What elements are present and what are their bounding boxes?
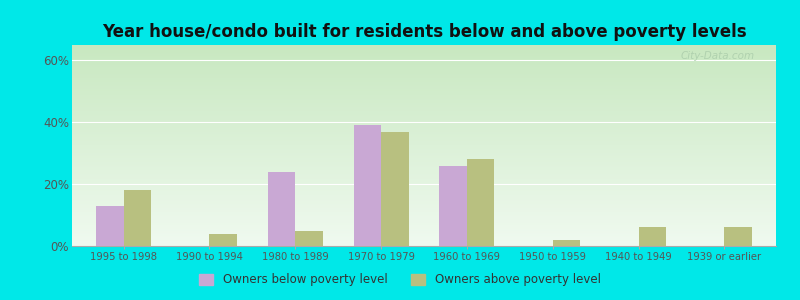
Bar (467, 159, 494, 246)
Bar (354, 125, 381, 246)
Legend: Owners below poverty level, Owners above poverty level: Owners below poverty level, Owners above… (194, 269, 606, 291)
Bar (268, 172, 295, 246)
Bar (638, 227, 666, 246)
Title: Year house/condo built for residents below and above poverty levels: Year house/condo built for residents bel… (102, 23, 746, 41)
Bar (553, 240, 580, 246)
Bar (123, 190, 151, 246)
Bar (725, 227, 752, 246)
Text: City-Data.com: City-Data.com (681, 51, 755, 61)
Bar (96, 206, 123, 246)
Bar (295, 230, 322, 246)
Bar (381, 132, 409, 246)
Bar (210, 234, 237, 246)
Bar (439, 166, 467, 246)
